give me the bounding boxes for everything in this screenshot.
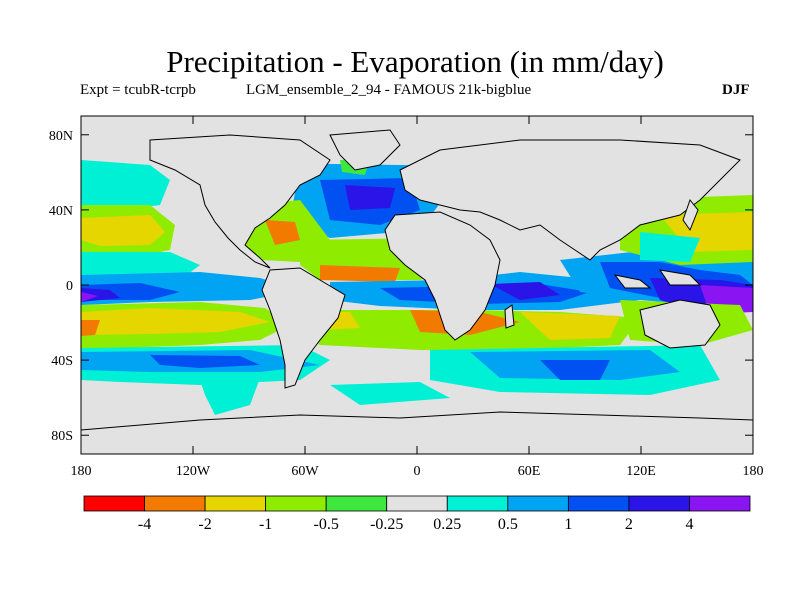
- colorbar-label: 0.25: [433, 516, 461, 533]
- colorbar-label: -4: [138, 516, 151, 533]
- map-panel: [81, 116, 753, 454]
- colorbar-label: -0.25: [370, 516, 403, 533]
- colorbar-swatch: [204, 495, 267, 512]
- colorbar-label: 1: [564, 516, 572, 533]
- y-tick-label: 40N: [49, 204, 73, 219]
- x-tick-label: 0: [414, 464, 421, 479]
- colorbar-swatch: [628, 495, 690, 512]
- colorbar: -4 -2 -1 -0.5 -0.25 0.25 0.5 1 2 4: [83, 495, 751, 533]
- colorbar-swatch: [83, 495, 145, 512]
- colorbar-label: -0.5: [314, 516, 339, 533]
- y-tick-label: 80N: [49, 129, 73, 144]
- colorbar-swatch: [325, 495, 388, 512]
- colorbar-swatch: [144, 495, 206, 512]
- colorbar-swatch: [689, 495, 751, 512]
- y-tick-label: 40S: [51, 354, 73, 369]
- y-tick-label: 80S: [51, 429, 73, 444]
- y-tick-label: 0: [66, 279, 73, 294]
- colorbar-label: -1: [259, 516, 272, 533]
- colorbar-label: 0.5: [498, 516, 518, 533]
- colorbar-swatch: [446, 495, 509, 512]
- colorbar-swatch: [386, 495, 448, 512]
- x-tick-label: 120E: [626, 464, 656, 479]
- colorbar-swatch: [265, 495, 327, 512]
- x-tick-label: 180: [71, 464, 92, 479]
- axis-ticks: 180 120W 60W 0 60E 120E 180 80N 40N 0 40S 80S: [49, 116, 764, 479]
- x-tick-label: 180: [743, 464, 764, 479]
- x-tick-label: 120W: [176, 464, 211, 479]
- x-tick-label: 60W: [291, 464, 319, 479]
- colorbar-swatch: [567, 495, 630, 512]
- coastlines: [81, 129, 753, 454]
- colorbar-swatch: [507, 495, 569, 512]
- experiment-label: Expt = tcubR-tcrpb: [80, 82, 196, 98]
- colorbar-label: 4: [685, 516, 693, 533]
- season-label: DJF: [722, 82, 750, 98]
- colorbar-label: -2: [198, 516, 211, 533]
- run-label: LGM_ensemble_2_94 - FAMOUS 21k-bigblue: [246, 82, 532, 98]
- map-title: Precipitation - Evaporation (in mm/day): [166, 44, 664, 79]
- colorbar-label: 2: [625, 516, 633, 533]
- x-tick-label: 60E: [518, 464, 541, 479]
